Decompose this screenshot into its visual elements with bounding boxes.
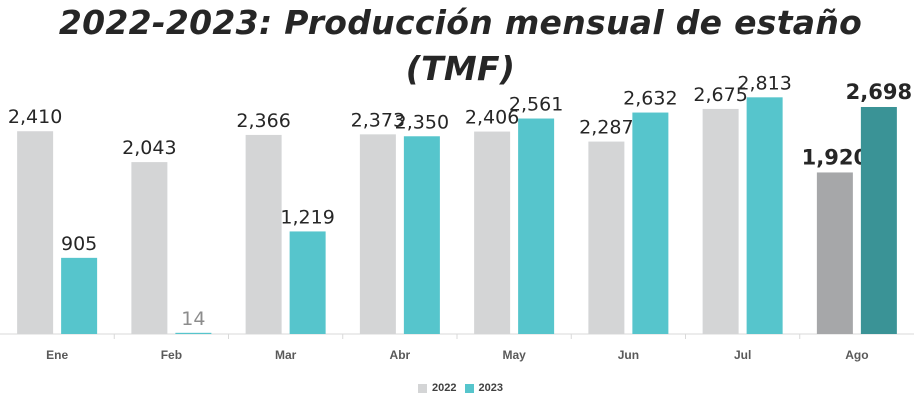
data-label-2023-abr: 2,350 (395, 111, 449, 133)
data-label-2023-feb: 14 (181, 308, 205, 330)
bar-2022-mar (245, 134, 282, 334)
x-tick-label-feb: Feb (161, 348, 182, 362)
bar-2023-jul (746, 97, 783, 334)
data-label-2023-jun: 2,632 (623, 88, 677, 110)
bar-2022-ene (17, 131, 54, 334)
legend-label-2023: 2023 (478, 382, 503, 394)
legend: 2022 2023 (0, 382, 921, 396)
bar-2022-jul (702, 108, 739, 335)
bar-2022-abr (359, 134, 396, 334)
data-label-2023-mar: 1,219 (280, 206, 334, 228)
legend-swatch-2023 (464, 383, 474, 393)
data-label-2022-may: 2,406 (465, 107, 519, 129)
x-tick-label-ene: Ene (46, 348, 68, 362)
legend-label-2022: 2022 (432, 382, 457, 394)
x-tick-label-may: May (502, 348, 526, 362)
x-tick-label-jul: Jul (734, 348, 751, 362)
legend-item-2022: 2022 (418, 382, 457, 394)
bar-2022-ago (816, 172, 853, 334)
bar-2023-ago (860, 106, 897, 334)
bar-2023-may (518, 118, 555, 334)
data-label-2023-ene: 905 (61, 233, 97, 255)
data-label-2022-jul: 2,675 (693, 84, 747, 106)
data-label-2022-jun: 2,287 (579, 117, 633, 139)
data-label-2023-jul: 2,813 (737, 72, 791, 94)
data-label-2022-feb: 2,043 (122, 137, 176, 159)
x-tick-label-jun: Jun (618, 348, 639, 362)
legend-item-2023: 2023 (464, 382, 503, 394)
data-label-2022-mar: 2,366 (236, 110, 290, 132)
x-tick-label-mar: Mar (275, 348, 297, 362)
data-label-2022-ene: 2,410 (8, 106, 62, 128)
bar-2023-feb (175, 332, 212, 334)
chart-title: 2022-2023: Producción mensual de estaño … (58, 3, 863, 88)
data-label-2022-ago: 1,920 (802, 145, 868, 169)
bar-2022-jun (588, 141, 625, 334)
bar-2023-ene (61, 257, 98, 334)
data-label-2023-may: 2,561 (509, 94, 563, 116)
bar-2022-may (474, 131, 511, 334)
legend-swatch-2022 (418, 383, 428, 393)
data-label-2022-abr: 2,373 (351, 109, 405, 131)
bar-2023-abr (403, 136, 440, 334)
bar-2023-jun (632, 112, 669, 334)
x-tick-label-ago: Ago (845, 348, 868, 362)
data-label-2023-ago: 2,698 (846, 80, 912, 104)
x-tick-label-abr: Abr (390, 348, 411, 362)
bar-2022-feb (131, 162, 168, 334)
bar-2023-mar (289, 231, 326, 334)
